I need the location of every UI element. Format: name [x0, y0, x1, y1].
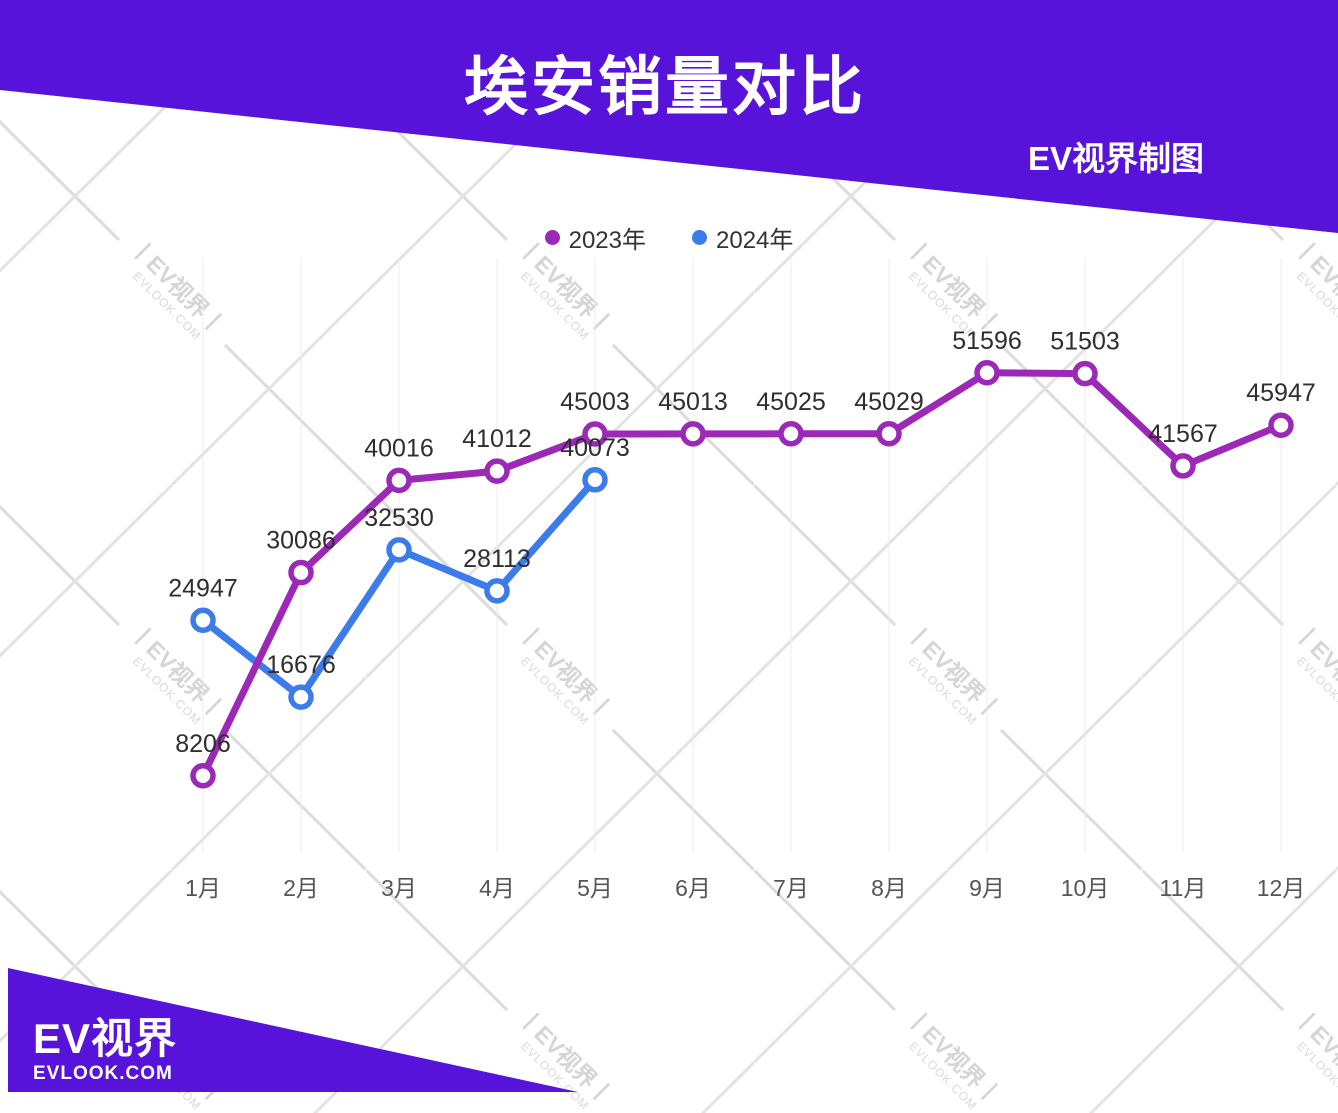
- data-point-label: 45025: [756, 388, 826, 416]
- data-point-label: 30086: [266, 527, 336, 555]
- month-tick-label: 9月: [969, 875, 1005, 901]
- month-tick-label: 6月: [675, 875, 711, 901]
- data-point-marker: [680, 421, 706, 447]
- month-tick-label: 2月: [283, 875, 319, 901]
- data-point-marker: [484, 458, 510, 484]
- data-point-label: 24947: [168, 574, 238, 602]
- chart-legend: 2023年 2024年: [0, 220, 1338, 255]
- data-point-label: 8206: [175, 730, 231, 758]
- series-line-2023年: [199, 369, 1285, 780]
- data-point-label: 32530: [364, 504, 434, 532]
- data-point-label: 40016: [364, 434, 434, 462]
- brand-logo: EV视界 EVLOOK.COM: [33, 1015, 178, 1084]
- data-point-marker: [1268, 412, 1294, 438]
- data-point-marker: [1170, 453, 1196, 479]
- data-point-marker: [386, 467, 412, 494]
- data-point-label: 41567: [1148, 420, 1218, 448]
- legend-label-2023: 2023年: [568, 227, 646, 254]
- brand-name: EV视界: [33, 1015, 178, 1062]
- data-point-label: 41012: [462, 425, 532, 453]
- month-tick-label: 12月: [1257, 875, 1306, 901]
- data-point-label: 51503: [1050, 328, 1120, 356]
- month-tick-label: 4月: [479, 875, 515, 901]
- data-point-marker: [1072, 360, 1098, 387]
- month-tick-label: 10月: [1061, 875, 1110, 901]
- data-point-label: 45947: [1246, 379, 1316, 407]
- data-point-label: 45029: [854, 388, 924, 416]
- data-point-marker: [974, 360, 1000, 386]
- brand-domain: EVLOOK.COM: [33, 1063, 173, 1084]
- data-point-marker: [190, 607, 216, 634]
- month-tick-label: 7月: [773, 875, 809, 901]
- legend-item-2024[interactable]: 2024年: [692, 220, 793, 255]
- data-point-marker: [386, 537, 412, 563]
- legend-item-2023[interactable]: 2023年: [544, 220, 646, 255]
- data-point-marker: [778, 421, 804, 447]
- month-tick-label: 11月: [1160, 875, 1207, 901]
- legend-marker-2023: [544, 230, 560, 245]
- header-subtitle: EV视界制图: [1027, 140, 1204, 177]
- data-point-label: 28113: [463, 545, 531, 573]
- data-point-marker: [288, 684, 314, 710]
- data-point-marker: [582, 421, 608, 447]
- month-tick-label: 8月: [871, 875, 907, 901]
- legend-label-2024: 2024年: [716, 227, 794, 254]
- data-point-marker: [582, 467, 608, 493]
- data-point-marker: [288, 559, 314, 586]
- legend-marker-2024: [692, 230, 707, 245]
- month-tick-label: 1月: [185, 875, 221, 901]
- month-tick-label: 5月: [577, 875, 613, 901]
- data-point-marker: [876, 421, 902, 447]
- data-point-label: 16676: [266, 651, 336, 679]
- data-point-marker: [190, 763, 216, 789]
- data-point-label: 45013: [658, 388, 728, 416]
- month-tick-label: 3月: [381, 875, 417, 901]
- data-point-label: 51596: [952, 327, 1022, 355]
- page-title: 埃安销量对比: [463, 51, 866, 123]
- data-point-label: 40073: [560, 434, 630, 462]
- data-point-marker: [484, 578, 510, 604]
- data-point-label: 45003: [560, 388, 630, 416]
